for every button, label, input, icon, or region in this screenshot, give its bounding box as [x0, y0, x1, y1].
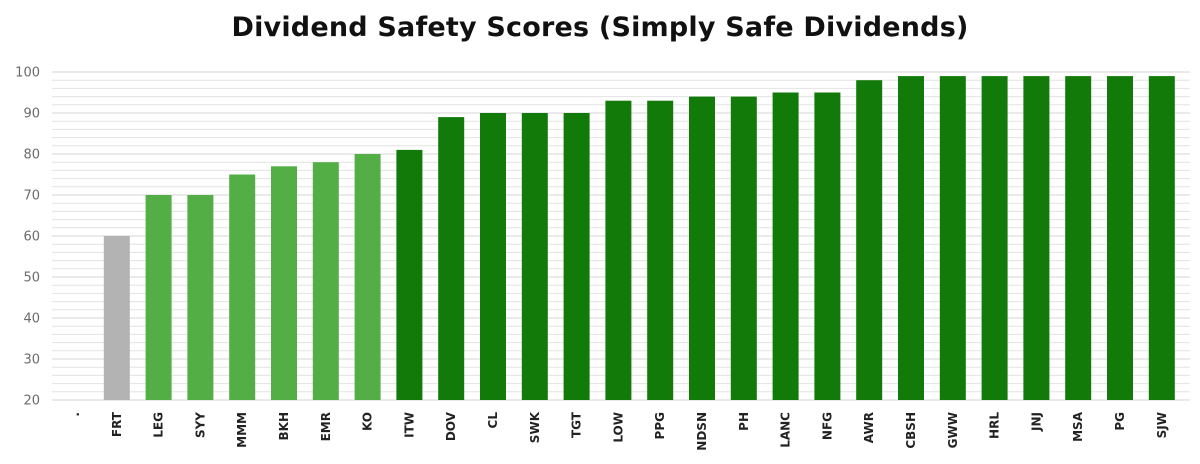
x-category-label: PPG	[653, 412, 667, 439]
bar-pg	[1107, 76, 1133, 400]
x-category-label: MMM	[235, 412, 249, 448]
bar-nfg	[814, 92, 841, 400]
x-category-label: TGT	[570, 411, 584, 438]
y-tick-label: 20	[23, 394, 40, 409]
x-category-label: BKH	[277, 412, 291, 441]
x-category-label: MSA	[1071, 411, 1085, 442]
x-category-label: LEG	[152, 412, 166, 438]
x-category-label: HRL	[988, 412, 1002, 439]
bar-itw	[396, 149, 423, 400]
x-category-label: GWW	[946, 412, 960, 448]
x-category-label: FRT	[110, 411, 124, 437]
bar-ko	[354, 154, 381, 400]
bar-tgt	[563, 113, 590, 400]
bar-sjw	[1148, 76, 1175, 400]
bar-syy	[187, 195, 214, 400]
x-category-label: SYY	[193, 412, 207, 438]
bar-emr	[312, 162, 339, 400]
x-category-label: PG	[1113, 412, 1127, 431]
bar-leg	[145, 195, 172, 400]
bar-cbsh	[898, 76, 924, 400]
y-tick-label: 100	[15, 66, 40, 81]
bar-msa	[1065, 76, 1092, 400]
y-tick-label: 60	[23, 230, 40, 245]
bar-awr	[856, 80, 883, 400]
bar-lanc	[772, 92, 799, 400]
x-category-label: JNJ	[1029, 412, 1043, 432]
x-category-label: .	[68, 412, 82, 417]
bar-bkh	[271, 166, 297, 400]
bar-ph	[730, 96, 757, 400]
x-category-label: LOW	[611, 412, 625, 443]
y-tick-label: 50	[23, 271, 40, 286]
chart-title: Dividend Safety Scores (Simply Safe Divi…	[231, 12, 969, 43]
x-category-label: SJW	[1155, 412, 1169, 438]
y-tick-label: 70	[23, 189, 40, 204]
y-axis-ticks: 20 30 40 50 60 70 80 90 100	[15, 66, 40, 409]
bars	[103, 76, 1175, 400]
bar-hrl	[981, 76, 1008, 400]
x-category-label: DOV	[444, 411, 458, 441]
bar-dov	[438, 117, 465, 400]
x-category-label: NFG	[820, 412, 834, 440]
bar-ppg	[647, 100, 674, 400]
x-category-label: NDSN	[695, 412, 709, 451]
y-tick-label: 90	[23, 107, 40, 122]
x-category-label: CBSH	[904, 412, 918, 449]
bar-cl	[480, 113, 506, 400]
x-category-label: SWK	[528, 411, 542, 443]
x-category-label: CL	[486, 412, 500, 429]
y-tick-label: 80	[23, 148, 40, 163]
x-category-label: KO	[361, 412, 375, 431]
y-tick-label: 40	[23, 312, 40, 327]
x-category-label: AWR	[862, 412, 876, 443]
bar-swk	[521, 113, 548, 400]
bar-mmm	[229, 174, 256, 400]
x-category-label: LANC	[779, 412, 793, 448]
bar-jnj	[1023, 76, 1050, 400]
x-category-label: PH	[737, 412, 751, 431]
bar-gww	[939, 76, 966, 400]
bar-frt	[103, 236, 130, 400]
bar-ndsn	[689, 96, 715, 400]
y-tick-label: 30	[23, 353, 40, 368]
bar-low	[605, 100, 632, 400]
x-axis-labels: . FRT LEG SYY MMM BKH EMR KO ITW DOV CL SWK TGT LOW PP…	[68, 411, 1169, 451]
x-category-label: ITW	[402, 412, 416, 438]
x-category-label: EMR	[319, 412, 333, 441]
